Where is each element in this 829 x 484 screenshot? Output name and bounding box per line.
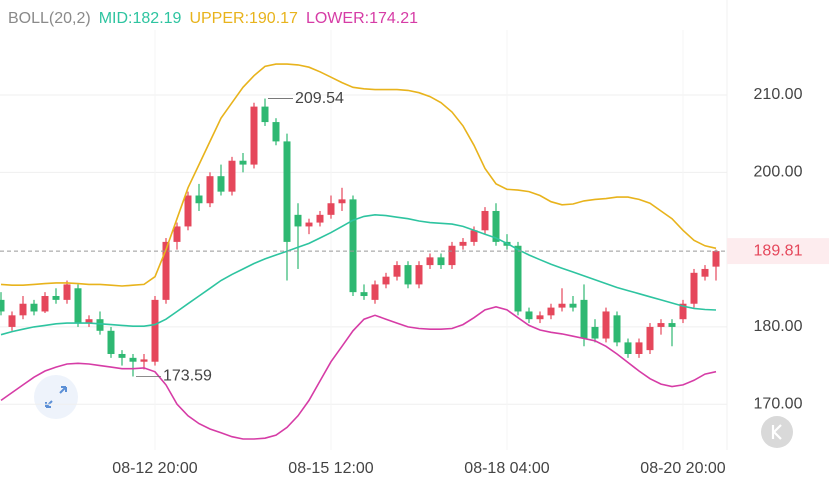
last-price-tag (727, 238, 829, 265)
candle-body (712, 251, 720, 267)
candle-body (184, 195, 192, 227)
candle-body (30, 303, 38, 312)
candle-body (129, 357, 137, 362)
candle-body (481, 210, 489, 231)
candle-body (382, 276, 390, 285)
band-line (0, 213, 717, 336)
candle-body (624, 342, 632, 354)
candle-body (525, 311, 533, 320)
candle-body (261, 106, 269, 123)
annotation: 173.59 (163, 368, 212, 385)
candle-body (338, 199, 346, 204)
candle-body (492, 210, 500, 242)
candle-body (646, 326, 654, 351)
candle-body (162, 241, 170, 300)
last-price-label: 189.81 (754, 242, 803, 259)
candle-body (393, 265, 401, 277)
candle-body (580, 299, 588, 339)
candle-body (635, 342, 643, 354)
expand-button[interactable] (34, 375, 78, 419)
scroll-latest-button[interactable] (761, 416, 793, 448)
candle-body (536, 315, 544, 320)
candle-body (118, 353, 126, 358)
candle-body (140, 359, 148, 362)
y-tick-label: 180.00 (754, 318, 803, 335)
scroll-latest-icon (771, 424, 782, 440)
candle-body (107, 330, 115, 354)
y-tick-label: 200.00 (754, 164, 803, 181)
candle-body (591, 326, 599, 339)
candle-body (151, 299, 159, 362)
candle-body (228, 160, 236, 192)
candle-body (0, 299, 5, 312)
candle-body (305, 222, 313, 227)
candle-body (415, 265, 423, 285)
annotation: 209.54 (295, 90, 344, 107)
candle-body (41, 296, 49, 312)
candle-body (459, 241, 467, 246)
x-tick-label: 08-20 20:00 (640, 460, 726, 477)
candle-body (514, 245, 522, 312)
candle-body (327, 203, 335, 215)
candle-body (19, 303, 27, 316)
candle-body (470, 230, 478, 242)
candle-body (679, 303, 687, 320)
candle-body (74, 288, 82, 324)
y-tick-label: 210.00 (754, 86, 803, 103)
candle-body (690, 272, 698, 304)
x-tick-label: 08-15 12:00 (288, 460, 374, 477)
legend-entry: LOWER:174.21 (306, 10, 418, 27)
candle-body (437, 257, 445, 266)
candle-body (701, 268, 709, 277)
candle-body (657, 323, 665, 327)
candle-body (250, 106, 258, 165)
legend-entry: UPPER:190.17 (189, 10, 298, 27)
candle-body (668, 323, 676, 327)
candle-body (558, 303, 566, 308)
candle-body (239, 160, 247, 165)
candle-body (85, 319, 93, 324)
candle-body (206, 176, 214, 204)
candle-body (8, 315, 16, 327)
candle-body (272, 122, 280, 142)
candle-body (547, 307, 555, 316)
candle-body (96, 319, 104, 331)
candle-body (371, 284, 379, 300)
candle-body (569, 303, 577, 308)
candle-body (448, 245, 456, 266)
indicator-title: BOLL(20,2) (8, 10, 91, 27)
band-line (0, 63, 717, 287)
candle-body (283, 141, 291, 242)
candle-body (360, 292, 368, 297)
candle-body (613, 315, 621, 343)
x-tick-label: 08-18 04:00 (464, 460, 550, 477)
candle-body (316, 214, 324, 223)
candle-body (217, 176, 225, 192)
candle-body (349, 199, 357, 293)
candle-body (63, 284, 71, 300)
candle-body (426, 257, 434, 266)
candle-body (52, 296, 60, 300)
candle-body (195, 195, 203, 204)
candle-body (602, 311, 610, 339)
candle-body (404, 265, 412, 285)
y-tick-label: 170.00 (754, 395, 803, 412)
legend: BOLL(20,2) MID:182.19 UPPER:190.17 LOWER:1… (8, 10, 418, 27)
x-tick-label: 08-12 20:00 (112, 460, 198, 477)
legend-entry: MID:182.19 (99, 10, 182, 27)
band-line (0, 305, 717, 440)
candle-body (173, 226, 181, 242)
candle-body (294, 214, 302, 227)
